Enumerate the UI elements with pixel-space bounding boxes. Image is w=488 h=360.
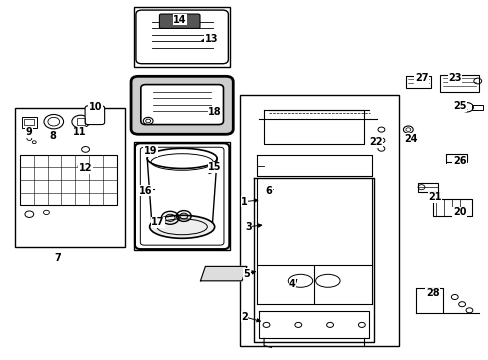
Text: 13: 13 (204, 34, 218, 44)
Bar (239, 95, 398, 346)
Text: 19: 19 (143, 146, 157, 156)
Text: 1: 1 (241, 197, 247, 207)
Circle shape (72, 115, 89, 128)
Ellipse shape (149, 215, 214, 238)
Text: 27: 27 (414, 73, 427, 84)
FancyBboxPatch shape (159, 14, 200, 28)
Text: 8: 8 (49, 131, 56, 141)
Text: 10: 10 (88, 102, 102, 112)
Text: 23: 23 (447, 73, 461, 84)
Text: 28: 28 (425, 288, 439, 298)
Bar (15, 108, 124, 247)
Text: 16: 16 (139, 186, 152, 196)
Text: 22: 22 (368, 137, 382, 147)
Text: 4: 4 (288, 279, 295, 289)
Text: 5: 5 (243, 269, 250, 279)
Text: 21: 21 (427, 192, 441, 202)
Text: 7: 7 (54, 253, 61, 264)
Text: 17: 17 (151, 217, 164, 228)
Bar (432, 199, 471, 216)
Text: 12: 12 (79, 163, 92, 174)
Bar (445, 154, 466, 162)
Text: 20: 20 (452, 207, 466, 217)
Bar (20, 155, 117, 205)
Text: 25: 25 (452, 101, 466, 111)
Bar (22, 117, 37, 128)
Polygon shape (200, 266, 246, 281)
Text: 3: 3 (244, 222, 251, 232)
FancyBboxPatch shape (85, 106, 104, 125)
Text: 24: 24 (403, 134, 417, 144)
Text: 6: 6 (265, 186, 272, 196)
FancyBboxPatch shape (131, 76, 233, 134)
Text: 26: 26 (452, 156, 466, 166)
Text: 2: 2 (241, 312, 247, 322)
Bar (471, 105, 482, 110)
FancyBboxPatch shape (141, 85, 223, 125)
Bar (134, 77, 229, 133)
Text: 15: 15 (208, 162, 222, 172)
Text: 9: 9 (26, 127, 33, 138)
Bar (134, 142, 229, 250)
Bar (417, 183, 437, 192)
Bar (134, 7, 229, 67)
Bar (24, 119, 34, 125)
Bar (77, 118, 84, 125)
Text: 18: 18 (208, 107, 222, 117)
Bar (405, 76, 430, 88)
Text: 11: 11 (73, 127, 86, 138)
Text: 14: 14 (173, 15, 186, 25)
Bar (439, 75, 478, 92)
